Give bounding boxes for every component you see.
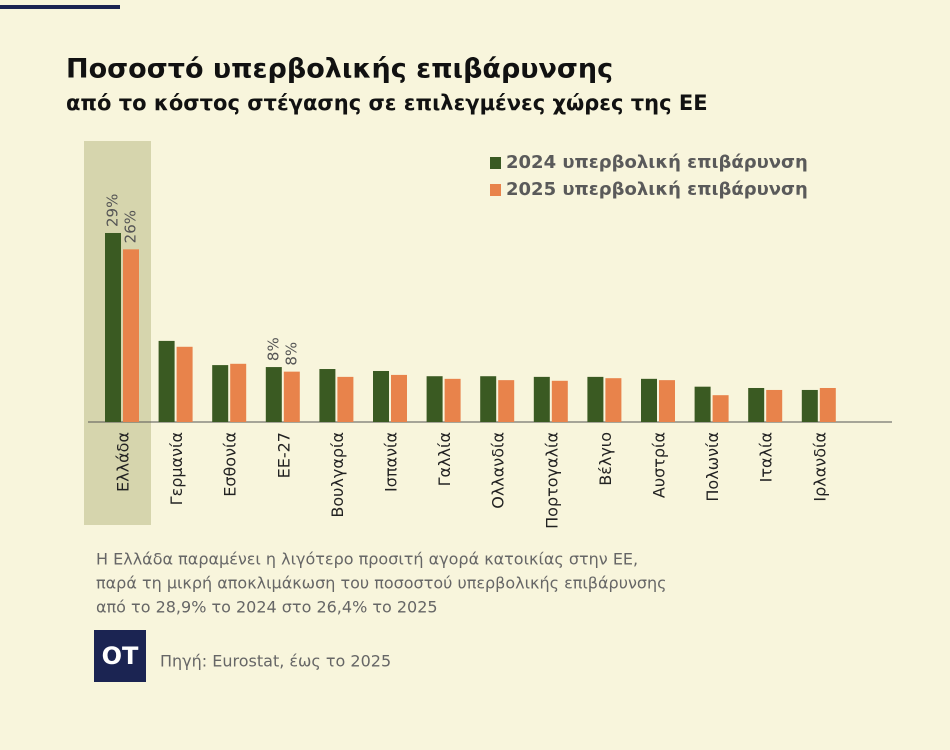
x-tick-label: Ισπανία (382, 432, 401, 492)
chart-title: Ποσοστό υπερβολικής επιβάρυνσης (66, 54, 613, 85)
bar (480, 376, 497, 422)
x-tick-label: Ιρλανδία (810, 432, 829, 502)
x-tick-label: Γαλλία (435, 432, 454, 486)
bar (373, 370, 389, 422)
bar (391, 374, 407, 422)
x-tick-label: Ελλάδα (114, 432, 133, 492)
x-tick-label: Πορτογαλία (542, 432, 561, 529)
x-tick-label: Βέλγιο (596, 432, 615, 486)
x-tick-label: ΕΕ-27 (274, 432, 293, 478)
bar (176, 346, 193, 422)
bar (659, 380, 675, 422)
top-rule (0, 5, 120, 9)
bar (712, 395, 729, 422)
bar (265, 367, 282, 422)
logo-box (94, 630, 146, 682)
x-tick-label: Γερμανία (167, 432, 186, 505)
bar (319, 369, 336, 422)
x-tick-label: Εσθονία (221, 432, 240, 497)
bar (426, 376, 443, 422)
bar (801, 389, 818, 422)
annotation: Η Ελλάδα παραμένει η λιγότερο προσιτή αγ… (96, 550, 638, 569)
annotation: από το 28,9% το 2024 στο 26,4% το 2025 (96, 598, 438, 617)
bar (158, 340, 175, 422)
bar (283, 371, 300, 422)
annotation: παρά τη μικρή αποκλιμάκωση του ποσοστού … (96, 574, 667, 593)
chart-subtitle: από το κόστος στέγασης σε επιλεγμένες χώ… (66, 91, 708, 115)
bar (766, 389, 783, 422)
x-tick-label: Βουλγαρία (328, 432, 347, 518)
legend-label: 2025 υπερβολική επιβάρυνση (506, 179, 808, 200)
x-tick-label: Αυστρία (650, 432, 669, 498)
bar (230, 363, 247, 422)
bar (551, 380, 568, 422)
bar (605, 378, 622, 422)
bar (212, 365, 229, 422)
legend-swatch (490, 184, 501, 196)
bar (498, 380, 515, 422)
bar (694, 386, 711, 422)
legend-swatch (490, 157, 501, 169)
bar (748, 387, 765, 422)
legend-label: 2024 υπερβολική επιβάρυνση (506, 152, 808, 173)
bar (587, 376, 604, 422)
x-tick-label: Ολλανδία (489, 432, 508, 509)
bar (819, 387, 836, 422)
logo: OT (102, 642, 139, 670)
bar (641, 378, 657, 422)
value-label: 26% (122, 210, 140, 243)
bar (123, 249, 139, 422)
x-tick-label: Πολωνία (703, 432, 722, 502)
bar (105, 232, 121, 422)
bar (533, 376, 550, 422)
source: Πηγή: Eurostat, έως το 2025 (160, 652, 391, 671)
value-label: 8% (282, 342, 300, 366)
bar (444, 378, 461, 422)
bar (337, 376, 354, 422)
value-label: 8% (264, 337, 282, 361)
x-tick-label: Ιταλία (757, 432, 776, 482)
value-label: 29% (104, 194, 122, 227)
